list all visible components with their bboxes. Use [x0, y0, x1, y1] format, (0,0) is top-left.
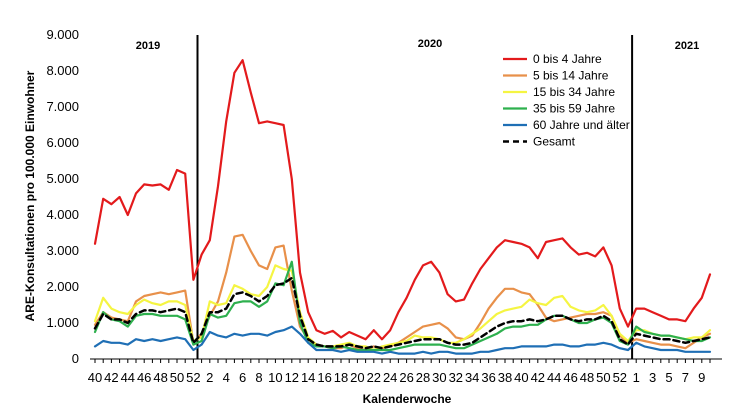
x-tick-label: 44 [121, 370, 135, 385]
series-lines [93, 59, 712, 355]
x-tick-label: 30 [432, 370, 446, 385]
x-tick-label: 1 [633, 370, 640, 385]
x-tick-label: 24 [383, 370, 397, 385]
x-tick-label: 40 [514, 370, 528, 385]
x-tick-label: 20 [350, 370, 364, 385]
series-line-3 [93, 260, 712, 352]
x-tick-label: 16 [317, 370, 331, 385]
legend-label-0: 0 bis 4 Jahre [533, 52, 602, 66]
x-tick-label: 3 [649, 370, 656, 385]
y-tick-label: 9.000 [46, 27, 79, 42]
year-separators [196, 35, 634, 359]
x-tick-label: 46 [137, 370, 151, 385]
series-line-5 [93, 276, 712, 350]
x-axis-ticks [94, 359, 711, 363]
x-tick-label: 32 [449, 370, 463, 385]
x-tick-label: 44 [547, 370, 561, 385]
y-tick-label: 8.000 [46, 63, 79, 78]
x-tick-label: 42 [104, 370, 118, 385]
x-axis-label: Kalenderwoche [363, 392, 452, 406]
y-axis-tick-labels: 0 1.000 2.000 3.000 4.000 5.000 6.000 7.000 8.00… [46, 27, 79, 366]
x-tick-label: 46 [563, 370, 577, 385]
legend-label-3: 35 bis 59 Jahre [533, 102, 615, 116]
x-tick-label: 8 [255, 370, 262, 385]
year-label-2021: 2021 [675, 40, 699, 52]
y-tick-label: 1.000 [46, 315, 79, 330]
y-tick-label: 6.000 [46, 135, 79, 150]
x-tick-label: 52 [186, 370, 200, 385]
x-tick-label: 14 [301, 370, 315, 385]
y-tick-label: 0 [72, 351, 79, 366]
legend: 0 bis 4 Jahre 5 bis 14 Jahre 15 bis 34 Jah… [503, 52, 630, 149]
x-tick-label: 22 [367, 370, 381, 385]
x-tick-label: 42 [531, 370, 545, 385]
x-tick-label: 7 [682, 370, 689, 385]
legend-label-4: 60 Jahre und älter [533, 118, 630, 132]
series-line-0 [93, 59, 712, 341]
legend-label-2: 15 bis 34 Jahre [533, 85, 615, 99]
x-tick-label: 36 [481, 370, 495, 385]
x-tick-label: 48 [580, 370, 594, 385]
x-tick-label: 2 [206, 370, 213, 385]
x-tick-label: 6 [239, 370, 246, 385]
x-tick-label: 52 [613, 370, 627, 385]
y-tick-label: 7.000 [46, 99, 79, 114]
x-tick-label: 40 [88, 370, 102, 385]
x-tick-label: 48 [153, 370, 167, 385]
x-tick-label: 5 [665, 370, 672, 385]
y-tick-label: 2.000 [46, 279, 79, 294]
year-label-2020: 2020 [418, 38, 442, 50]
x-tick-label: 4 [223, 370, 230, 385]
y-tick-label: 5.000 [46, 171, 79, 186]
year-label-2019: 2019 [136, 40, 160, 52]
x-tick-label: 12 [285, 370, 299, 385]
x-tick-label: 50 [596, 370, 610, 385]
x-axis-tick-labels: 40 42 44 46 48 50 52 2 4 6 8 10 12 14 16 18 20 22 24 26 28 30… [88, 370, 706, 385]
x-tick-label: 10 [268, 370, 282, 385]
x-tick-label: 50 [170, 370, 184, 385]
x-tick-label: 34 [465, 370, 479, 385]
x-tick-label: 18 [334, 370, 348, 385]
x-tick-label: 26 [399, 370, 413, 385]
x-tick-label: 28 [416, 370, 430, 385]
y-tick-label: 3.000 [46, 243, 79, 258]
y-axis-label: ARE-Konsultationen pro 100.000 Einwohner [23, 70, 37, 321]
x-tick-label: 38 [498, 370, 512, 385]
legend-label-1: 5 bis 14 Jahre [533, 69, 609, 83]
series-line-4 [93, 325, 712, 355]
x-tick-label: 9 [698, 370, 705, 385]
y-tick-label: 4.000 [46, 207, 79, 222]
legend-label-5: Gesamt [533, 135, 576, 149]
